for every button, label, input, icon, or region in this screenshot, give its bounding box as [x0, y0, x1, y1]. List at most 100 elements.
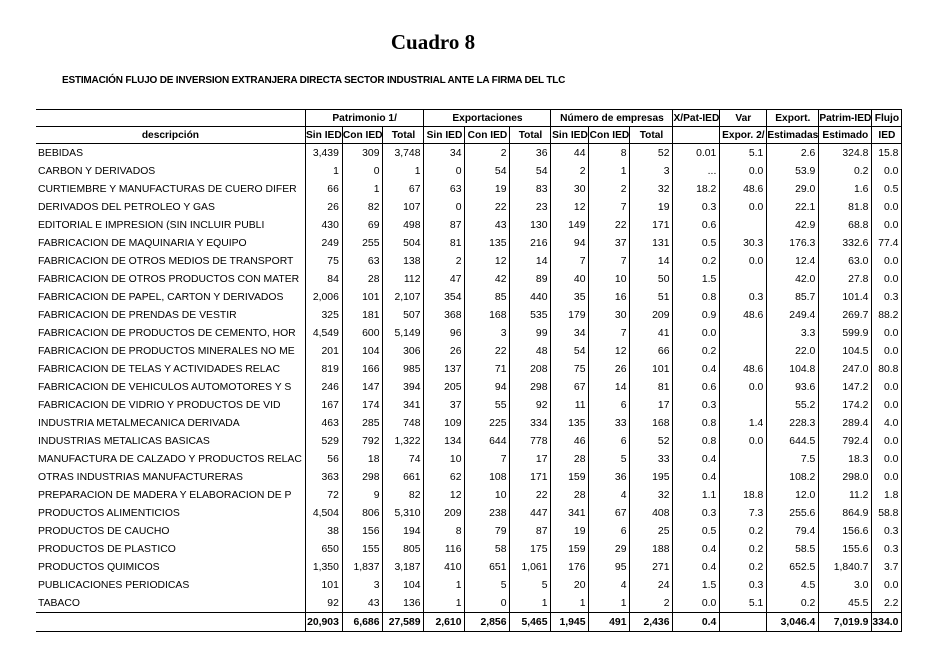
- cell-descripcion: INDUSTRIAS METALICAS BASICAS: [38, 435, 210, 447]
- cell-exp-con: 71: [464, 360, 510, 378]
- cell-emp-total: 50: [629, 270, 673, 288]
- cell-emp-con: 22: [588, 216, 630, 234]
- cell-pat-total: 112: [382, 270, 424, 288]
- cell-exp-total: 778: [509, 432, 551, 450]
- cell-pat-con: 0: [341, 162, 383, 180]
- cell-exp-con: 238: [464, 504, 510, 522]
- table-row: FABRICACION DE VEHICULOS AUTOMOTORES Y S…: [36, 378, 903, 396]
- cell-emp-total: 52: [629, 432, 673, 450]
- cell-flujo: 58.8: [871, 504, 903, 522]
- cell-flujo: 0.0: [871, 432, 903, 450]
- cell-flujo: 1.8: [871, 486, 903, 504]
- cell-export: 42.9: [766, 216, 819, 234]
- cell-pat-sin: 75: [304, 252, 343, 270]
- cell-pat-total: 5,310: [382, 504, 424, 522]
- cell-emp-total: 408: [629, 504, 673, 522]
- cell-exp-con: 22: [464, 198, 510, 216]
- cell-exp-sin: 26: [423, 342, 465, 360]
- cell-export: 12.4: [766, 252, 819, 270]
- header-n-tot: Total: [629, 126, 673, 144]
- cell-emp-con: 4: [588, 576, 630, 594]
- cell-pat-con: 6,686: [341, 612, 383, 632]
- cell-var: 0.0: [719, 432, 767, 450]
- cell-xpat: 0.4: [672, 468, 720, 486]
- cell-descripcion: FABRICACION DE MAQUINARIA Y EQUIPO: [38, 237, 247, 249]
- cell-var: [719, 396, 767, 414]
- cell-xpat: 0.01: [672, 143, 720, 162]
- table-subtitle: ESTIMACIÓN FLUJO DE INVERSION EXTRANJERA…: [62, 75, 566, 86]
- cell-exp-total: 54: [509, 162, 551, 180]
- cell-flujo: 0.0: [871, 198, 903, 216]
- cell-xpat: 1.5: [672, 576, 720, 594]
- cell-exp-total: 208: [509, 360, 551, 378]
- cell-var: 30.3: [719, 234, 767, 252]
- cell-descripcion: FABRICACION DE VEHICULOS AUTOMOTORES Y S: [38, 381, 292, 393]
- cell-export: 176.3: [766, 234, 819, 252]
- cell-export: 4.5: [766, 576, 819, 594]
- cell-descripcion: CURTIEMBRE Y MANUFACTURAS DE CUERO DIFER: [38, 183, 297, 195]
- cell-emp-total: 52: [629, 143, 673, 162]
- cell-xpat: 0.2: [672, 342, 720, 360]
- cell-emp-con: 37: [588, 234, 630, 252]
- cell-exp-sin: 8: [423, 522, 465, 540]
- cell-pat-con: 1: [341, 180, 383, 198]
- cell-exp-sin: 1: [423, 594, 465, 613]
- cell-exp-con: 135: [464, 234, 510, 252]
- cell-exp-total: 36: [509, 143, 551, 162]
- cell-patrim: 81.8: [818, 198, 872, 216]
- header-flujo-sub: IED: [871, 126, 903, 144]
- cell-pat-con: 82: [341, 198, 383, 216]
- cell-export: 42.0: [766, 270, 819, 288]
- cell-pat-total: 27,589: [382, 612, 424, 632]
- cell-emp-total: 81: [629, 378, 673, 396]
- cell-emp-con: 8: [588, 143, 630, 162]
- cell-exp-sin: 12: [423, 486, 465, 504]
- table-row: MANUFACTURA DE CALZADO Y PRODUCTOS RELAC…: [36, 450, 903, 468]
- cell-pat-sin: 819: [304, 360, 343, 378]
- cell-pat-sin: 3,439: [304, 143, 343, 162]
- cell-export: 652.5: [766, 558, 819, 576]
- cell-emp-con: 95: [588, 558, 630, 576]
- cell-descripcion: OTRAS INDUSTRIAS MANUFACTURERAS: [38, 471, 243, 483]
- cell-exp-sin: 2,610: [423, 612, 465, 632]
- cell-pat-sin: 430: [304, 216, 343, 234]
- cell-emp-sin: 44: [550, 143, 589, 162]
- cell-pat-total: 107: [382, 198, 424, 216]
- cell-var: 5.1: [719, 143, 767, 162]
- cell-var: 0.0: [719, 162, 767, 180]
- cell-pat-sin: 2,006: [304, 288, 343, 306]
- cell-exp-total: 89: [509, 270, 551, 288]
- cell-pat-con: 104: [341, 342, 383, 360]
- cell-emp-total: 33: [629, 450, 673, 468]
- cell-xpat: 0.5: [672, 234, 720, 252]
- cell-exp-sin: 354: [423, 288, 465, 306]
- cell-xpat: 0.5: [672, 522, 720, 540]
- cell-patrim: 247.0: [818, 360, 872, 378]
- cell-pat-con: 174: [341, 396, 383, 414]
- cell-export: 3,046.4: [766, 612, 819, 632]
- cell-flujo: 15.8: [871, 143, 903, 162]
- cell-exp-sin: 37: [423, 396, 465, 414]
- cell-flujo: 80.8: [871, 360, 903, 378]
- cell-pat-sin: 249: [304, 234, 343, 252]
- cell-patrim: 156.6: [818, 522, 872, 540]
- cell-pat-sin: 101: [304, 576, 343, 594]
- cell-exp-total: 334: [509, 414, 551, 432]
- cell-pat-con: 600: [341, 324, 383, 342]
- cell-patrim: 27.8: [818, 270, 872, 288]
- cell-pat-sin: 463: [304, 414, 343, 432]
- cell-exp-sin: 81: [423, 234, 465, 252]
- cell-xpat: 0.6: [672, 216, 720, 234]
- cell-pat-total: 661: [382, 468, 424, 486]
- cell-pat-total: 138: [382, 252, 424, 270]
- cell-exp-con: 42: [464, 270, 510, 288]
- table-row: PRODUCTOS DE CAUCHO 38 156 194 8 79 87 19 6 25 0.5…: [36, 522, 903, 540]
- cell-emp-total: 41: [629, 324, 673, 342]
- header-exportaciones: Exportaciones: [423, 109, 551, 127]
- cell-emp-con: 7: [588, 252, 630, 270]
- cell-emp-total: 168: [629, 414, 673, 432]
- cell-patrim: 1.6: [818, 180, 872, 198]
- cell-emp-sin: 34: [550, 324, 589, 342]
- cell-exp-total: 48: [509, 342, 551, 360]
- table-row: DERIVADOS DEL PETROLEO Y GAS 26 82 107 0 22 23…: [36, 198, 903, 216]
